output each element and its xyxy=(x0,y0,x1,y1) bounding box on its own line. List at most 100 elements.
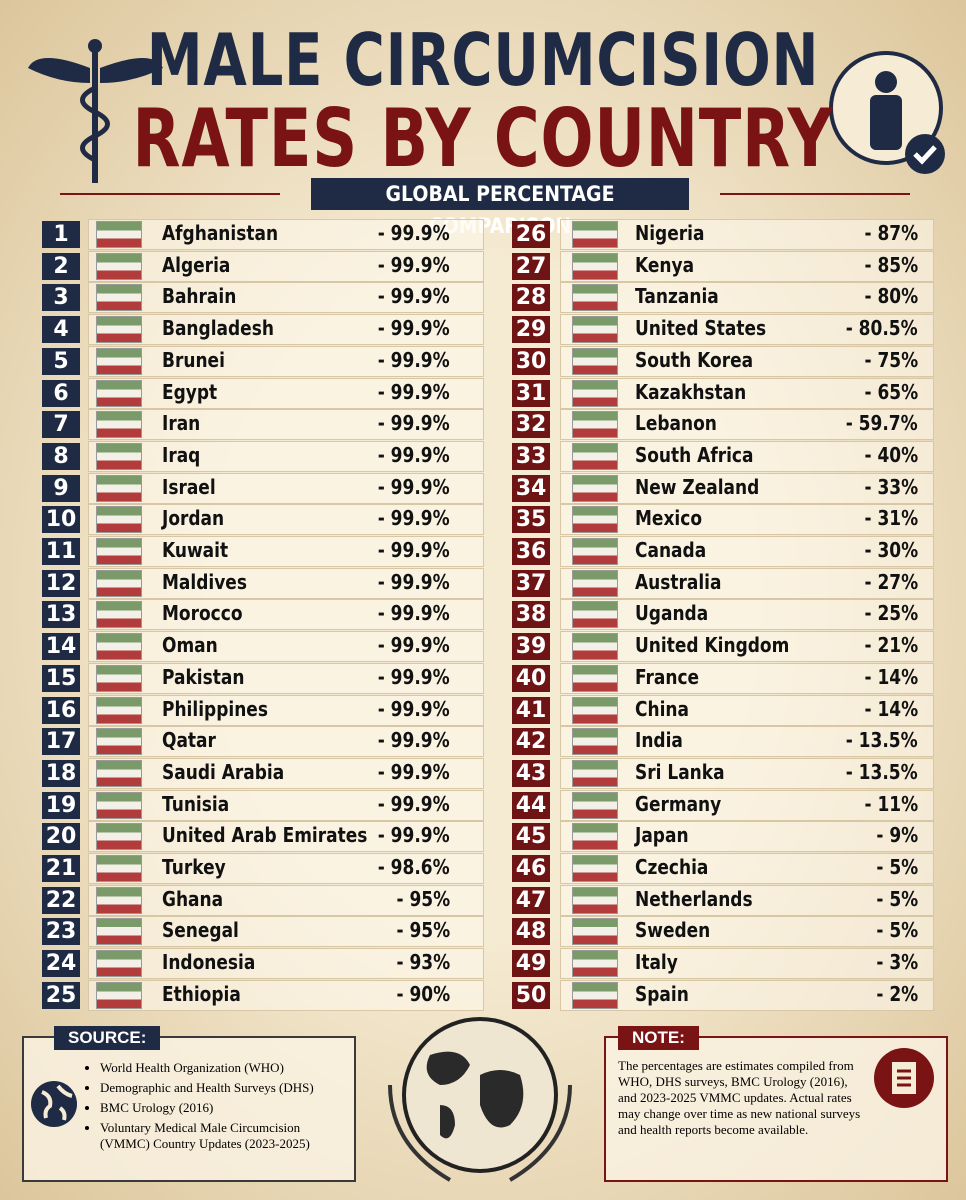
flag xyxy=(572,474,618,502)
row xyxy=(88,662,484,694)
country-name: Spain xyxy=(635,981,689,1006)
country-name: Tunisia xyxy=(162,791,230,816)
row xyxy=(560,694,934,726)
country-name: Oman xyxy=(162,633,218,658)
country-name: Canada xyxy=(635,538,707,562)
rank-badge: 25 xyxy=(42,981,80,1009)
row xyxy=(88,884,484,916)
rank-badge: 21 xyxy=(42,855,80,882)
flag xyxy=(96,506,142,534)
country-name: Afghanistan xyxy=(162,221,279,245)
subtitle-banner: GLOBAL PERCENTAGE COMPARISON xyxy=(311,178,689,238)
row xyxy=(560,219,934,250)
rate-value: - 80% xyxy=(864,284,918,309)
row xyxy=(560,884,934,916)
row xyxy=(88,504,484,536)
country-name: Israel xyxy=(162,474,216,499)
source-item: Voluntary Medical Male Circumcision (VMM… xyxy=(100,1120,350,1152)
rank-badge: 27 xyxy=(512,252,550,280)
flag xyxy=(96,728,142,756)
rate-value: - 99.9% xyxy=(378,347,450,372)
flag xyxy=(572,918,618,946)
row xyxy=(88,282,484,314)
rank-badge: 35 xyxy=(512,506,550,534)
divider xyxy=(60,193,280,195)
flag xyxy=(572,252,618,280)
flag xyxy=(96,823,142,851)
row xyxy=(88,440,484,472)
rank-badge: 26 xyxy=(512,221,550,248)
row xyxy=(560,631,934,663)
rank-badge: 14 xyxy=(42,633,80,661)
note-box: NOTE: The percentages are estimates comp… xyxy=(604,1026,948,1182)
rate-value: - 5% xyxy=(876,855,918,879)
rank-badge: 36 xyxy=(512,538,550,565)
row xyxy=(88,979,484,1011)
country-name: Kazakhstan xyxy=(635,379,747,404)
row xyxy=(88,314,484,346)
rank-badge: 34 xyxy=(512,474,550,502)
rate-value: - 21% xyxy=(864,633,918,658)
rank-badge: 1 xyxy=(42,221,80,248)
country-name: Italy xyxy=(635,950,678,975)
rate-value: - 99.9% xyxy=(378,411,450,436)
rank-badge: 47 xyxy=(512,886,550,914)
rank-badge: 41 xyxy=(512,696,550,724)
title-line-1: MALE CIRCUMCISION xyxy=(146,18,820,102)
rate-value: - 99.9% xyxy=(378,538,450,562)
flag xyxy=(572,221,618,248)
country-name: Bahrain xyxy=(162,284,237,309)
rank-badge: 33 xyxy=(512,442,550,470)
rate-value: - 99.9% xyxy=(378,379,450,404)
rank-badge: 37 xyxy=(512,569,550,597)
rate-value: - 99.9% xyxy=(378,823,450,848)
country-name: United Kingdom xyxy=(635,633,790,658)
row xyxy=(560,567,934,599)
flag xyxy=(572,855,618,882)
country-name: Kenya xyxy=(635,252,695,277)
country-name: India xyxy=(635,728,683,753)
flag xyxy=(96,379,142,407)
rate-value: - 99.9% xyxy=(378,601,450,626)
rate-value: - 95% xyxy=(396,918,450,943)
row xyxy=(560,250,934,282)
rank-badge: 16 xyxy=(42,696,80,724)
row xyxy=(560,440,934,472)
rank-badge: 3 xyxy=(42,284,80,312)
flag xyxy=(572,791,618,819)
row xyxy=(560,282,934,314)
caduceus-icon xyxy=(28,39,163,183)
rate-value: - 90% xyxy=(396,981,450,1006)
rate-value: - 9% xyxy=(876,823,918,848)
country-name: Philippines xyxy=(162,696,268,721)
row xyxy=(560,948,934,980)
flag xyxy=(572,411,618,439)
rank-badge: 20 xyxy=(42,823,80,851)
flag xyxy=(572,886,618,914)
flag xyxy=(96,759,142,787)
rank-badge: 28 xyxy=(512,284,550,312)
flag xyxy=(572,950,618,978)
rank-badge: 18 xyxy=(42,759,80,787)
row xyxy=(560,789,934,821)
source-item: BMC Urology (2016) xyxy=(100,1100,350,1116)
flag xyxy=(572,633,618,661)
flag xyxy=(572,696,618,724)
rank-badge: 24 xyxy=(42,950,80,978)
rank-badge: 19 xyxy=(42,791,80,819)
flag xyxy=(572,442,618,470)
rank-badge: 13 xyxy=(42,601,80,629)
flag xyxy=(572,823,618,851)
country-name: Germany xyxy=(635,791,722,816)
country-name: Egypt xyxy=(162,379,218,404)
flag xyxy=(96,284,142,312)
rank-badge: 15 xyxy=(42,664,80,692)
flag xyxy=(572,728,618,756)
rank-badge: 4 xyxy=(42,316,80,344)
rank-badge: 44 xyxy=(512,791,550,819)
flag xyxy=(572,601,618,629)
row xyxy=(88,948,484,980)
rate-value: - 98.6% xyxy=(378,855,450,879)
source-heading: SOURCE: xyxy=(54,1026,161,1050)
note-heading: NOTE: xyxy=(618,1026,699,1050)
